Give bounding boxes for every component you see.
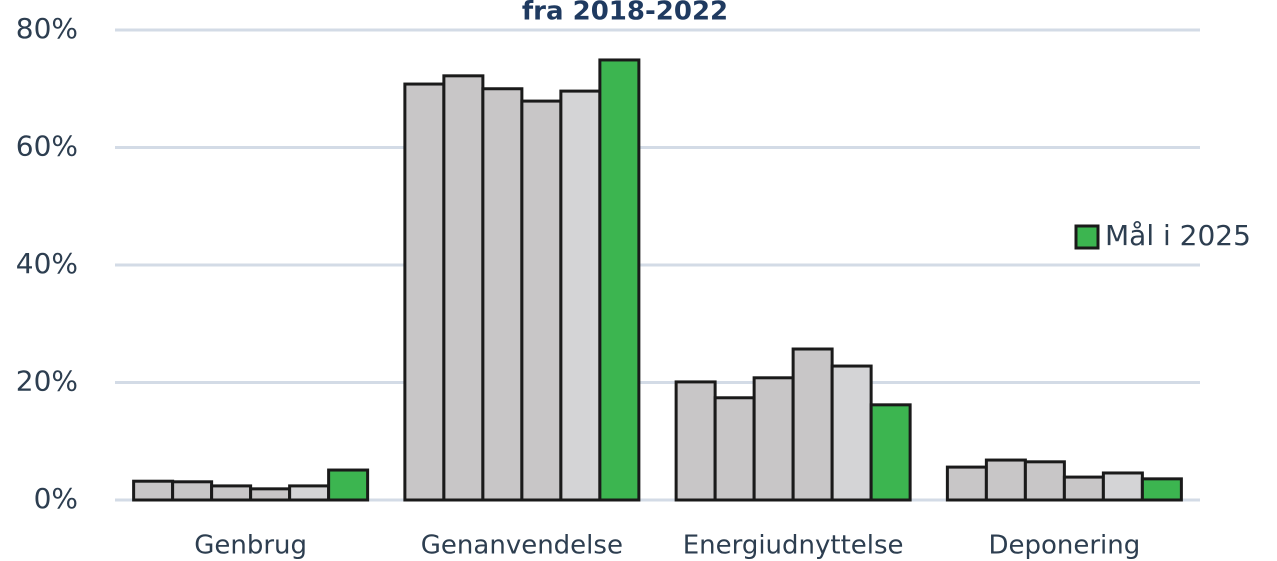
bar [1101, 471, 1144, 502]
bar [674, 380, 717, 502]
bar [171, 480, 214, 502]
legend-swatch [1074, 224, 1100, 250]
y-tick-label: 40% [16, 247, 78, 280]
bar [869, 403, 912, 502]
bar [598, 58, 641, 502]
x-tick-label: Genanvendelse [421, 531, 623, 561]
y-tick-label: 60% [16, 130, 78, 163]
bar [520, 99, 563, 502]
bar [713, 396, 756, 502]
bar [752, 376, 795, 502]
bar [1140, 477, 1183, 502]
x-tick-label: Energiudnyttelse [683, 531, 904, 561]
bar [442, 74, 485, 502]
x-tick-label: Genbrug [194, 531, 307, 561]
chart-title: fra 2018-2022 [522, 0, 728, 27]
y-tick-label: 80% [16, 12, 78, 45]
bar [210, 484, 253, 502]
bar [791, 347, 834, 502]
bar [945, 465, 988, 502]
bar [327, 468, 370, 502]
y-tick-label: 20% [16, 365, 78, 398]
bar [1023, 460, 1066, 502]
y-tick-label: 0% [34, 482, 78, 515]
bar [1062, 475, 1105, 502]
bar [288, 484, 331, 502]
x-tick-label: Deponering [988, 531, 1140, 561]
legend-label: Mål i 2025 [1105, 219, 1251, 252]
bar [830, 364, 873, 502]
bar [481, 87, 524, 502]
bar [403, 82, 446, 502]
bar [984, 458, 1027, 502]
bar [559, 89, 602, 502]
bar [249, 487, 292, 502]
bar [132, 479, 175, 502]
